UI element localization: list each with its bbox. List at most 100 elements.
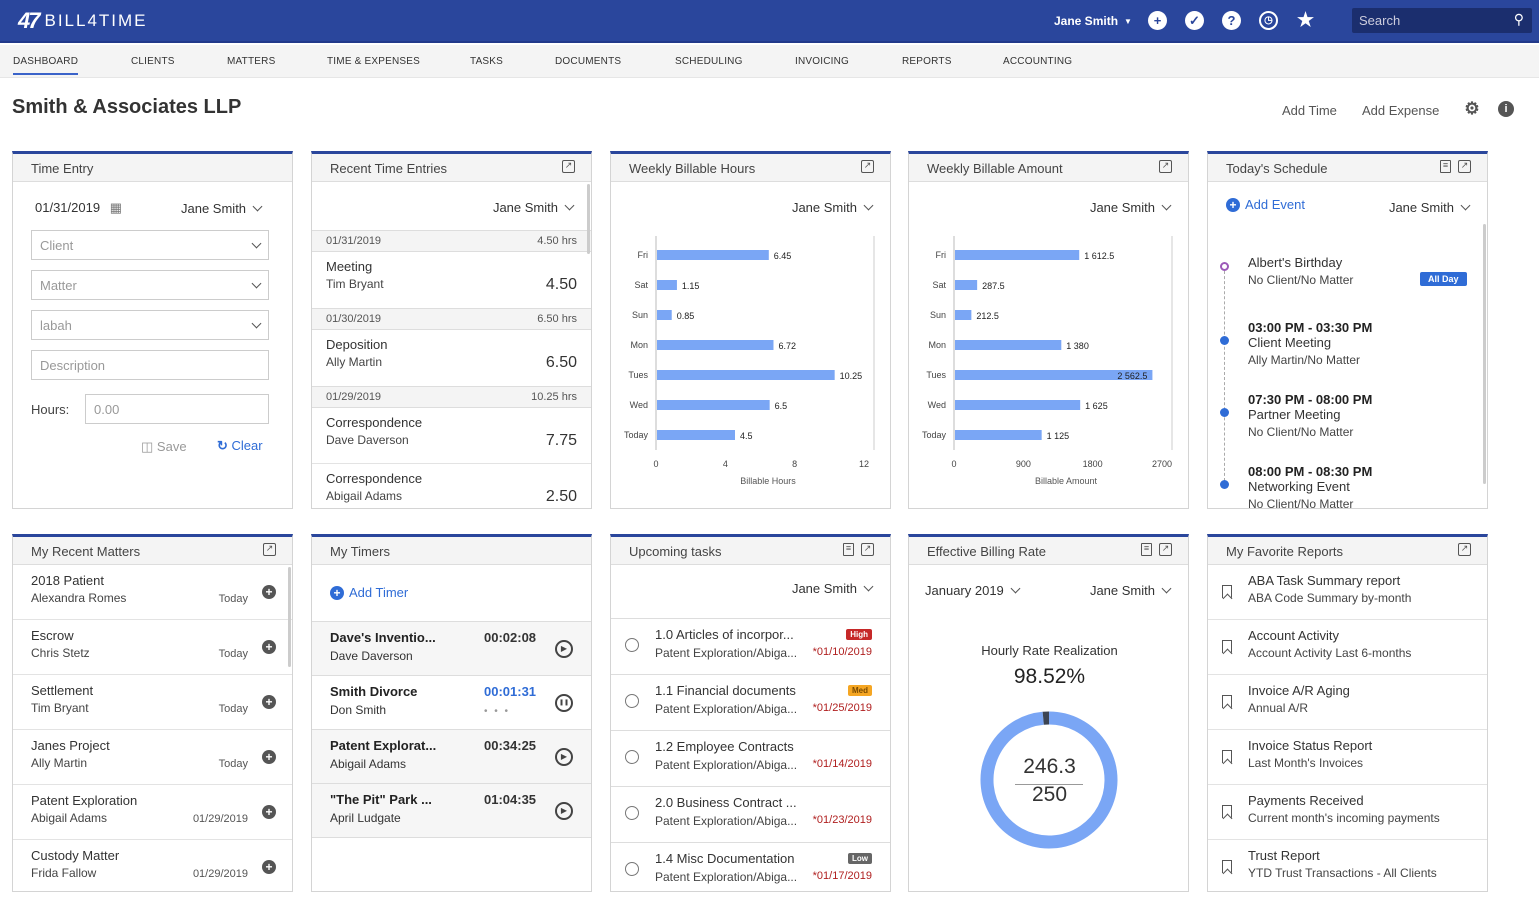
report-row[interactable]: Invoice A/R Aging Annual A/R <box>1208 675 1487 730</box>
task-checkbox[interactable] <box>625 694 639 708</box>
search-input[interactable]: Search ⚲ <box>1352 8 1532 33</box>
nav-dashboard[interactable]: DASHBOARD <box>13 56 79 75</box>
favorites-star-icon[interactable]: ★ <box>1296 10 1315 31</box>
matter-row[interactable]: Settlement Tim Bryant Today + <box>13 675 292 730</box>
pause-icon[interactable]: ❚❚ <box>555 694 573 712</box>
report-row[interactable]: Payments Received Current month's incomin… <box>1208 785 1487 840</box>
nav-scheduling[interactable]: SCHEDULING <box>675 56 743 67</box>
play-icon[interactable]: ▶ <box>555 640 573 658</box>
user-select[interactable]: Jane Smith <box>792 200 874 215</box>
matter-row[interactable]: 2018 Patient Alexandra Romes Today + <box>13 565 292 620</box>
bookmark-icon[interactable] <box>1222 860 1232 873</box>
info-icon[interactable]: i <box>1498 101 1514 117</box>
bookmark-icon[interactable] <box>1222 640 1232 653</box>
user-select[interactable]: Jane Smith <box>493 200 575 215</box>
period-select[interactable]: January 2019 <box>925 583 1021 598</box>
schedule-event[interactable]: Albert's Birthday No Client/No Matter <box>1248 255 1353 287</box>
bookmark-icon[interactable] <box>1222 585 1232 598</box>
nav-matters[interactable]: MATTERS <box>227 56 276 67</box>
task-row[interactable]: 1.1 Financial documents Patent Exploratio… <box>611 675 890 731</box>
nav-clients[interactable]: CLIENTS <box>131 56 175 67</box>
task-checkbox[interactable] <box>625 806 639 820</box>
task-row[interactable]: 1.4 Misc Documentation Patent Exploration… <box>611 843 890 891</box>
play-icon[interactable]: ▶ <box>555 748 573 766</box>
user-select[interactable]: Jane Smith <box>792 581 874 596</box>
add-circle-icon[interactable]: + <box>262 585 276 599</box>
app-logo[interactable]: 47 BILL4TIME <box>18 8 148 34</box>
timer-icon[interactable]: ◷ <box>1259 11 1278 30</box>
help-icon[interactable]: ? <box>1222 11 1241 30</box>
play-icon[interactable]: ▶ <box>555 802 573 820</box>
add-time-link[interactable]: Add Time <box>1282 103 1337 118</box>
nav-time-expenses[interactable]: TIME & EXPENSES <box>327 56 421 67</box>
bookmark-icon[interactable] <box>1222 750 1232 763</box>
clear-button[interactable]: ↻ Clear <box>217 438 263 454</box>
matter-row[interactable]: Patent Exploration Abigail Adams 01/29/201… <box>13 785 292 840</box>
pdf-icon[interactable]: ≡ <box>1440 160 1451 173</box>
popout-icon[interactable]: ↗ <box>1159 543 1172 556</box>
popout-icon[interactable]: ↗ <box>1458 160 1471 173</box>
report-row[interactable]: Account Activity Account Activity Last 6-… <box>1208 620 1487 675</box>
schedule-event[interactable]: 07:30 PM - 08:00 PM Partner Meeting No Cli… <box>1248 392 1372 439</box>
matter-row[interactable]: Janes Project Ally Martin Today + <box>13 730 292 785</box>
check-icon[interactable]: ✓ <box>1185 11 1204 30</box>
scrollbar[interactable] <box>288 567 291 667</box>
hours-input[interactable]: 0.00 <box>85 394 269 424</box>
time-entry-row[interactable]: Meeting Tim Bryant 4.50 <box>312 252 591 308</box>
task-row[interactable]: 1.2 Employee Contracts Patent Exploration… <box>611 731 890 787</box>
matter-row[interactable]: Custody Matter Frida Fallow 01/29/2019 + <box>13 840 292 891</box>
scrollbar[interactable] <box>1483 224 1486 484</box>
user-select[interactable]: Jane Smith <box>1090 200 1172 215</box>
bookmark-icon[interactable] <box>1222 805 1232 818</box>
popout-icon[interactable]: ↗ <box>1458 543 1471 556</box>
report-row[interactable]: Invoice Status Report Last Month's Invoic… <box>1208 730 1487 785</box>
popout-icon[interactable]: ↗ <box>562 160 575 173</box>
add-expense-link[interactable]: Add Expense <box>1362 103 1440 118</box>
task-checkbox[interactable] <box>625 750 639 764</box>
nav-invoicing[interactable]: INVOICING <box>795 56 850 67</box>
gear-icon[interactable]: ⚙ <box>1464 99 1480 118</box>
pdf-icon[interactable]: ≡ <box>843 543 854 556</box>
add-event-button[interactable]: + Add Event <box>1226 197 1305 212</box>
user-menu[interactable]: Jane Smith ▼ <box>1054 14 1132 28</box>
nav-documents[interactable]: DOCUMENTS <box>555 56 622 67</box>
timer-row[interactable]: Smith Divorce Don Smith 00:01:31 ❚❚ • • • <box>312 676 591 730</box>
user-select[interactable]: Jane Smith <box>1389 200 1471 215</box>
task-row[interactable]: 2.0 Business Contract ... Patent Explorat… <box>611 787 890 843</box>
time-entry-row[interactable]: Correspondence Abigail Adams 2.50 <box>312 464 591 508</box>
popout-icon[interactable]: ↗ <box>861 543 874 556</box>
calendar-icon[interactable]: ▦ <box>109 200 122 215</box>
nav-accounting[interactable]: ACCOUNTING <box>1003 56 1073 67</box>
date-picker[interactable]: 01/31/2019 ▦ <box>35 200 122 216</box>
timer-row[interactable]: Patent Explorat... Abigail Adams 00:34:25 ▶ <box>312 730 591 784</box>
activity-select[interactable]: labah <box>31 310 269 340</box>
add-icon[interactable]: + <box>1148 11 1167 30</box>
schedule-event[interactable]: 03:00 PM - 03:30 PM Client Meeting Ally Ma… <box>1248 320 1372 367</box>
task-checkbox[interactable] <box>625 638 639 652</box>
nav-reports[interactable]: REPORTS <box>902 56 952 67</box>
user-select[interactable]: Jane Smith <box>1090 583 1172 598</box>
time-entry-row[interactable]: Correspondence Dave Daverson 7.75 <box>312 408 591 464</box>
time-entry-row[interactable]: Deposition Ally Martin 6.50 <box>312 330 591 386</box>
description-input[interactable]: Description <box>31 350 269 380</box>
add-circle-icon[interactable]: + <box>262 805 276 819</box>
client-select[interactable]: Client <box>31 230 269 260</box>
timer-row[interactable]: "The Pit" Park ... April Ludgate 01:04:35 ▶ <box>312 784 591 838</box>
scrollbar[interactable] <box>587 184 590 254</box>
popout-icon[interactable]: ↗ <box>861 160 874 173</box>
popout-icon[interactable]: ↗ <box>1159 160 1172 173</box>
report-row[interactable]: ABA Task Summary report ABA Code Summary … <box>1208 565 1487 620</box>
add-circle-icon[interactable]: + <box>262 695 276 709</box>
popout-icon[interactable]: ↗ <box>263 543 276 556</box>
task-row[interactable]: 1.0 Articles of incorpor... Patent Explor… <box>611 619 890 675</box>
bookmark-icon[interactable] <box>1222 695 1232 708</box>
report-row[interactable]: Trust Report YTD Trust Transactions - All… <box>1208 840 1487 891</box>
add-circle-icon[interactable]: + <box>262 750 276 764</box>
add-circle-icon[interactable]: + <box>262 860 276 874</box>
save-button[interactable]: ◫ Save <box>141 439 187 455</box>
schedule-event[interactable]: 08:00 PM - 08:30 PM Networking Event No Cl… <box>1248 464 1372 508</box>
task-checkbox[interactable] <box>625 862 639 876</box>
matter-row[interactable]: Escrow Chris Stetz Today + <box>13 620 292 675</box>
search-icon[interactable]: ⚲ <box>1513 11 1524 27</box>
matter-select[interactable]: Matter <box>31 270 269 300</box>
